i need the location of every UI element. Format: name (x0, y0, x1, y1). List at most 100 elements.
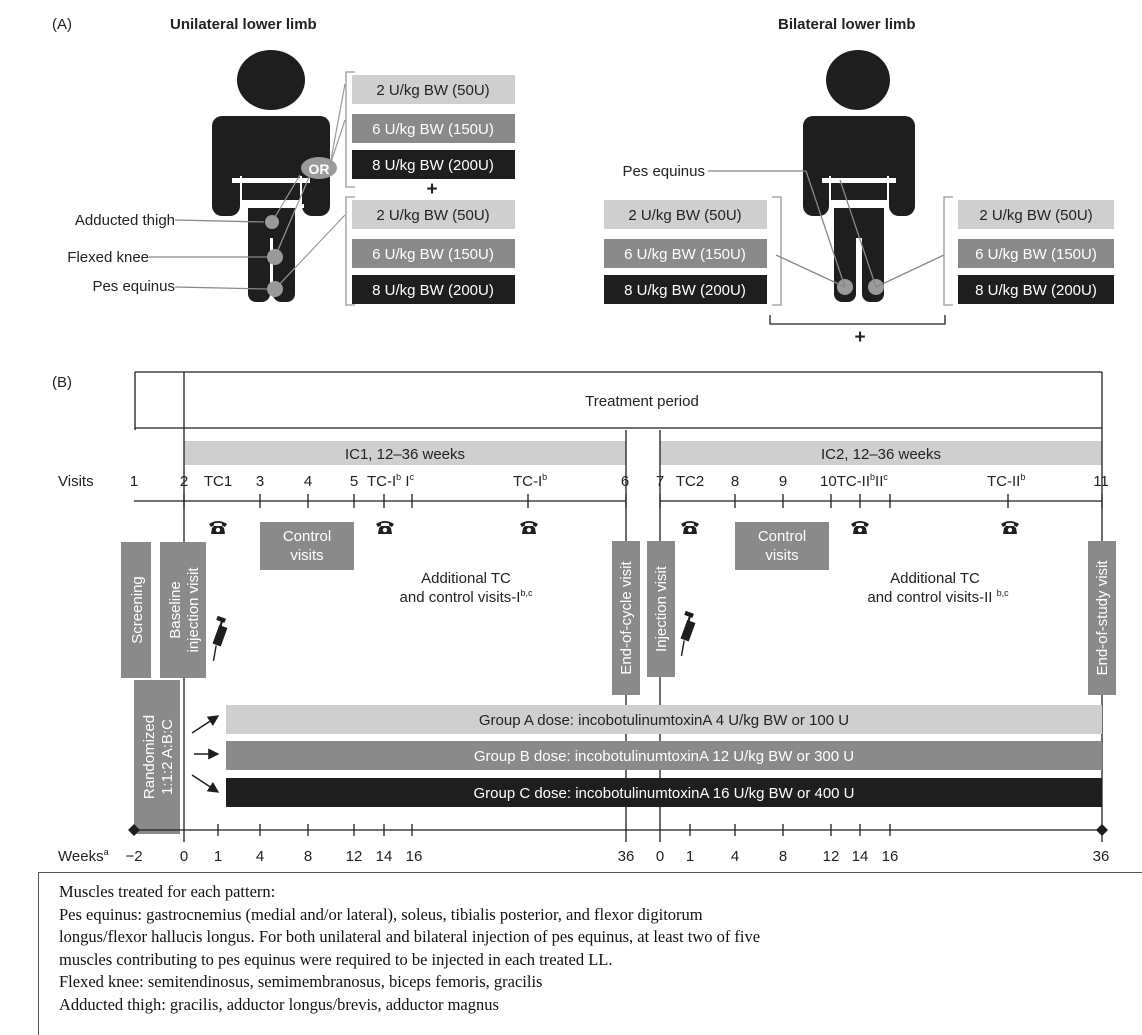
panel-b-label: (B) (52, 374, 72, 391)
visit-labels: 1 2 TC1 3 4 5 6 7 TC2 8 9 11 (130, 473, 1109, 490)
dose-text: 8 U/kg BW (200U) (975, 282, 1097, 299)
injection-visit-label: Injection visit (653, 565, 670, 652)
unilateral-title: Unilateral lower limb (170, 16, 317, 33)
control-visits-text: visits (290, 547, 323, 564)
group-b-bar (226, 741, 1102, 770)
week-tick: 12 (823, 848, 840, 865)
visit-9: 9 (779, 473, 787, 490)
control-visits-text: Control (758, 528, 806, 545)
panel-a-label: (A) (52, 16, 72, 33)
week-tick: 0 (656, 848, 664, 865)
dose-box-light (352, 200, 515, 229)
bilateral-body-figure (803, 50, 915, 302)
week-tick: 4 (256, 848, 264, 865)
visit-11: 11 (1093, 473, 1109, 490)
dose-text: 6 U/kg BW (150U) (372, 121, 494, 138)
injection-visit-box (647, 541, 675, 677)
dose-text: 2 U/kg BW (50U) (376, 207, 489, 224)
week-tick: 14 (376, 848, 393, 865)
dose-box-mid (958, 239, 1114, 268)
randomized-box (134, 680, 180, 834)
end-of-study-label: End-of-study visit (1094, 560, 1111, 676)
dose-box-dark (604, 275, 767, 304)
label-pes-equinus-left: Pes equinus (92, 278, 175, 295)
visits-label: Visits (58, 473, 94, 490)
dose-box-mid (604, 239, 767, 268)
telephone-icon (681, 521, 699, 534)
visit-tc-i-b: TC-Ib Ic (367, 472, 415, 490)
dose-box-dark (352, 150, 515, 179)
syringe-icon (680, 610, 696, 657)
week-tick: 12 (346, 848, 363, 865)
weeks-ticks-cycle-1: −2 0 1 4 8 12 14 16 36 (125, 848, 634, 865)
screening-label: Screening (129, 576, 146, 644)
visit-tc1: TC1 (204, 473, 232, 490)
end-of-cycle-label: End-of-cycle visit (618, 560, 635, 674)
control-visits-box-1 (260, 522, 354, 570)
study-design-figure: (A) Unilateral lower limb Bilateral lowe… (52, 16, 1116, 865)
baseline-label: injection visit (185, 567, 202, 653)
week-tick: 14 (852, 848, 869, 865)
baseline-injection-box (160, 542, 206, 678)
visit-tc-ii-b-late: TC-IIb (987, 472, 1025, 490)
dose-text: 2 U/kg BW (50U) (376, 82, 489, 99)
dose-box-light (958, 200, 1114, 229)
week-tick: 4 (731, 848, 739, 865)
dose-text: 6 U/kg BW (150U) (372, 246, 494, 263)
dose-text: 8 U/kg BW (200U) (372, 282, 494, 299)
dose-text: 6 U/kg BW (150U) (975, 246, 1097, 263)
telephone-icon (851, 521, 869, 534)
additional-tc-1-line2: and control visits-Ib,c (400, 588, 533, 606)
baseline-label: Baseline (167, 581, 184, 639)
visit-1: 1 (130, 473, 138, 490)
ic1-bar (184, 441, 626, 465)
label-pes-equinus-right: Pes equinus (622, 163, 705, 180)
visit-10-tc-ii: 10TC-IIbIIc (820, 472, 888, 490)
group-c-label: Group C dose: incobotulinumtoxinA 16 U/k… (473, 785, 854, 802)
or-label: OR (309, 161, 330, 177)
control-visits-box-2 (735, 522, 829, 570)
group-c-bar (226, 778, 1102, 807)
dose-text: 8 U/kg BW (200U) (624, 282, 746, 299)
visit-8: 8 (731, 473, 739, 490)
week-tick: 16 (882, 848, 899, 865)
randomized-label: Randomized (141, 715, 158, 799)
screening-box (121, 542, 151, 678)
week-tick: 0 (180, 848, 188, 865)
dose-box-dark (958, 275, 1114, 304)
dose-box-dark (352, 275, 515, 304)
dose-text: 2 U/kg BW (50U) (628, 207, 741, 224)
weeks-label: Weeksa (58, 847, 109, 865)
visit-tc2: TC2 (676, 473, 704, 490)
week-tick: 8 (779, 848, 787, 865)
footnote-line: Flexed knee: semitendinosus, semimembran… (59, 972, 543, 992)
week-tick: −2 (125, 848, 142, 865)
dose-box-mid (352, 114, 515, 143)
ic2-label: IC2, 12–36 weeks (821, 446, 941, 463)
week-tick: 16 (406, 848, 423, 865)
visit-6: 6 (621, 473, 629, 490)
bilateral-title: Bilateral lower limb (778, 16, 916, 33)
visit-3: 3 (256, 473, 264, 490)
footnote-line: Pes equinus: gastrocnemius (medial and/o… (59, 904, 703, 924)
control-visits-text: visits (765, 547, 798, 564)
visit-4: 4 (304, 473, 312, 490)
end-of-study-box (1088, 541, 1116, 695)
week-tick: 1 (686, 848, 694, 865)
plus-sign: + (426, 179, 437, 200)
group-b-label: Group B dose: incobotulinumtoxinA 12 U/k… (474, 748, 854, 765)
plus-sign-bilateral: + (854, 327, 865, 348)
end-of-cycle-box (612, 541, 640, 695)
footnote-line: longus/flexor hallucis longus. For both … (59, 927, 761, 947)
ic2-bar (660, 441, 1102, 465)
week-tick: 36 (1093, 848, 1110, 865)
telephone-icon (520, 521, 538, 534)
randomized-ratio: 1:1:2 A:B:C (159, 719, 176, 795)
footnote-line: Adducted thigh: gracilis, adductor longu… (59, 994, 499, 1014)
telephone-icon (1001, 521, 1019, 534)
telephone-icon (209, 521, 227, 534)
label-flexed-knee: Flexed knee (67, 249, 149, 266)
telephone-icon (376, 521, 394, 534)
week-tick: 1 (214, 848, 222, 865)
additional-tc-2-line2: and control visits-II b,c (867, 588, 1009, 606)
